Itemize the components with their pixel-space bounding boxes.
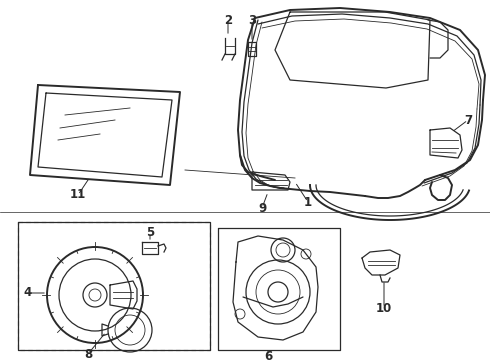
Text: 7: 7 <box>464 113 472 126</box>
Text: 5: 5 <box>146 225 154 238</box>
Text: 9: 9 <box>258 202 266 215</box>
Text: 1: 1 <box>304 195 312 208</box>
Text: 8: 8 <box>84 347 92 360</box>
Text: 11: 11 <box>70 189 86 202</box>
Text: 10: 10 <box>376 302 392 315</box>
Text: 3: 3 <box>248 13 256 27</box>
Text: 6: 6 <box>264 350 272 360</box>
Text: 2: 2 <box>224 13 232 27</box>
Text: 4: 4 <box>24 287 32 300</box>
